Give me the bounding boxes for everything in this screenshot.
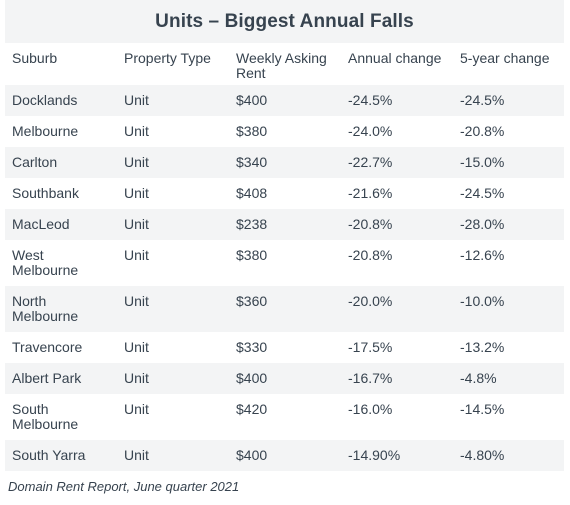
rent-table: Suburb Property Type Weekly Asking Rent … [5,43,564,471]
cell-annual-change: -20.0% [348,293,393,309]
cell-5-year-change: -12.6% [460,247,505,263]
cell-5-year-change: -24.5% [460,185,505,201]
cell-5-year-change: -10.0% [460,293,505,309]
table-row: Travencore Unit $330 -17.5% -13.2% [5,332,564,363]
cell-suburb: Docklands [12,92,78,108]
cell-property-type: Unit [124,123,149,139]
cell-5-year-change: -4.80% [460,447,505,463]
cell-property-type: Unit [124,247,149,263]
cell-rent: $420 [236,401,268,417]
table-row: Docklands Unit $400 -24.5% -24.5% [5,85,564,116]
rent-table-card: Units – Biggest Annual Falls Suburb Prop… [5,0,564,494]
cell-5-year-change: -28.0% [460,216,505,232]
cell-suburb: West Melbourne [12,247,79,278]
cell-rent: $408 [236,185,268,201]
cell-suburb: Southbank [12,185,79,201]
cell-suburb: Melbourne [12,123,79,139]
cell-property-type: Unit [124,339,149,355]
cell-suburb: Travencore [12,339,83,355]
cell-suburb: Carlton [12,154,58,170]
cell-annual-change: -20.8% [348,216,393,232]
cell-property-type: Unit [124,293,149,309]
cell-rent: $380 [236,247,268,263]
cell-annual-change: -14.90% [348,447,401,463]
table-row: Southbank Unit $408 -21.6% -24.5% [5,178,564,209]
cell-5-year-change: -15.0% [460,154,505,170]
table-row: MacLeod Unit $238 -20.8% -28.0% [5,209,564,240]
cell-annual-change: -24.5% [348,92,393,108]
cell-5-year-change: -4.8% [460,370,497,386]
table-row: Albert Park Unit $400 -16.7% -4.8% [5,363,564,394]
cell-rent: $340 [236,154,268,170]
cell-property-type: Unit [124,447,149,463]
cell-suburb: South Yarra [12,447,86,463]
cell-suburb: Albert Park [12,370,82,386]
cell-annual-change: -22.7% [348,154,393,170]
table-row: North Melbourne Unit $360 -20.0% -10.0% [5,286,564,332]
cell-property-type: Unit [124,370,149,386]
table-title: Units – Biggest Annual Falls [5,0,564,43]
cell-5-year-change: -24.5% [460,92,505,108]
table-header-row: Suburb Property Type Weekly Asking Rent … [5,43,564,85]
cell-property-type: Unit [124,401,149,417]
header-annual-change: Annual change [348,50,442,66]
table-row: West Melbourne Unit $380 -20.8% -12.6% [5,240,564,286]
cell-rent: $400 [236,92,268,108]
cell-5-year-change: -13.2% [460,339,505,355]
cell-annual-change: -21.6% [348,185,393,201]
table-row: Melbourne Unit $380 -24.0% -20.8% [5,116,564,147]
cell-suburb: MacLeod [12,216,70,232]
header-5-year-change: 5-year change [460,50,550,66]
cell-annual-change: -20.8% [348,247,393,263]
cell-property-type: Unit [124,154,149,170]
cell-5-year-change: -14.5% [460,401,505,417]
table-row: South Yarra Unit $400 -14.90% -4.80% [5,440,564,471]
cell-5-year-change: -20.8% [460,123,505,139]
cell-rent: $330 [236,339,268,355]
header-suburb: Suburb [12,50,58,66]
cell-suburb: North Melbourne [12,293,79,324]
cell-suburb: South Melbourne [12,401,79,432]
table-row: Carlton Unit $340 -22.7% -15.0% [5,147,564,178]
cell-annual-change: -24.0% [348,123,393,139]
cell-rent: $400 [236,447,268,463]
cell-property-type: Unit [124,216,149,232]
cell-annual-change: -17.5% [348,339,393,355]
cell-property-type: Unit [124,92,149,108]
header-weekly-asking-rent: Weekly Asking Rent [236,50,327,81]
cell-property-type: Unit [124,185,149,201]
header-property-type: Property Type [124,50,211,66]
source-caption: Domain Rent Report, June quarter 2021 [8,479,240,494]
cell-rent: $238 [236,216,268,232]
cell-rent: $400 [236,370,268,386]
cell-rent: $380 [236,123,268,139]
cell-annual-change: -16.7% [348,370,393,386]
cell-annual-change: -16.0% [348,401,393,417]
cell-rent: $360 [236,293,268,309]
table-row: South Melbourne Unit $420 -16.0% -14.5% [5,394,564,440]
